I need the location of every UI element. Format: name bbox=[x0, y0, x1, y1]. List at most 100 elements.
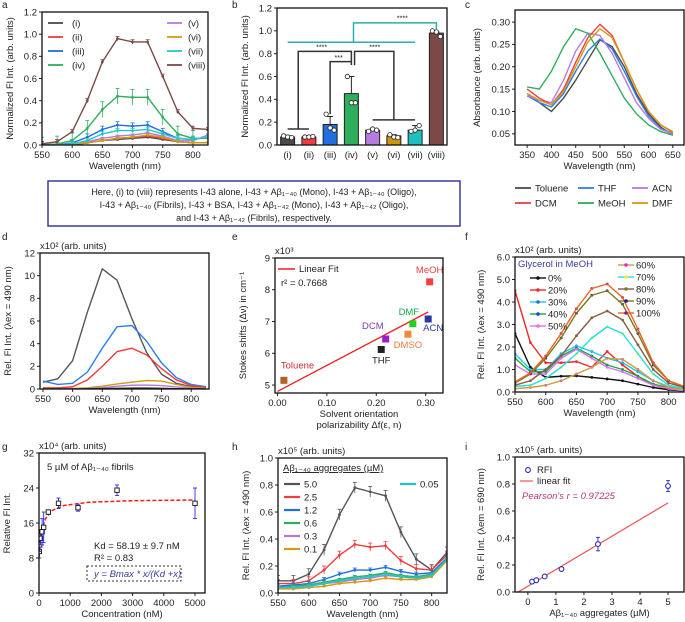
y-tick-label: 1.2 bbox=[24, 7, 37, 18]
axis-multiplier: x10² (arb. units) bbox=[40, 241, 107, 252]
series-line bbox=[278, 558, 447, 589]
data-point bbox=[280, 376, 288, 384]
legend-label: (vi) bbox=[188, 33, 201, 44]
x-tick-label: 800 bbox=[424, 598, 440, 609]
legend-marker bbox=[624, 287, 628, 291]
y-tick-label: 1.0 bbox=[260, 453, 273, 464]
caption-box-border bbox=[47, 180, 461, 227]
x-axis-label: Concentration (nM) bbox=[81, 609, 162, 620]
legend-marker bbox=[525, 467, 531, 473]
series-line bbox=[515, 283, 684, 388]
y-tick-label: 1.0 bbox=[497, 452, 510, 463]
x-tick-label: 4 bbox=[637, 597, 642, 608]
legend-marker bbox=[536, 288, 540, 292]
plot-frame bbox=[514, 256, 685, 393]
y-tick-label: 0.0 bbox=[259, 140, 272, 151]
y-tick-label: 0.8 bbox=[260, 480, 273, 491]
category-label: (ii) bbox=[304, 150, 315, 161]
data-point bbox=[114, 487, 120, 493]
y-tick-label: 6 bbox=[30, 316, 35, 327]
x-axis-label: Aβ₁₋₄₀ aggregates (µM) bbox=[549, 608, 649, 619]
plot-frame bbox=[39, 252, 210, 390]
legend-label: 0.6 bbox=[304, 519, 317, 530]
fit-line bbox=[277, 311, 429, 392]
series-line bbox=[515, 357, 684, 391]
series-line bbox=[42, 95, 208, 145]
equation-box bbox=[86, 565, 182, 582]
legend-label: linear fit bbox=[537, 476, 571, 487]
y-tick-label: 0.2 bbox=[260, 561, 273, 572]
series-80% bbox=[515, 309, 684, 389]
legend-label: 50% bbox=[548, 322, 568, 333]
y-tick-label: 1.2 bbox=[259, 3, 272, 14]
y-tick-label: 0.30 bbox=[492, 17, 511, 28]
y-tick-label: 0.0 bbox=[497, 387, 510, 398]
replicate-point bbox=[412, 127, 418, 133]
legend-label: 0.1 bbox=[304, 545, 317, 556]
x-tick-label: 5000 bbox=[184, 598, 205, 609]
plot-area bbox=[277, 278, 434, 392]
data-point bbox=[409, 320, 417, 328]
x-tick-label: 550 bbox=[270, 598, 286, 609]
plot-frame bbox=[41, 11, 209, 146]
panel-letter: i bbox=[465, 442, 467, 453]
y-axis-label: Rel. Fl Int. (λex = 490 nm) bbox=[476, 270, 487, 380]
r-squared: r² = 0.7668 bbox=[281, 278, 327, 289]
x-tick-label: 0.20 bbox=[367, 398, 386, 409]
y-axis-label: Rel. Fl Int. (λex = 490 nm) bbox=[241, 471, 252, 581]
y-tick-label: 0 bbox=[29, 588, 34, 599]
legend-marker bbox=[624, 311, 628, 315]
series-line bbox=[515, 310, 684, 389]
axis-multiplier: x10⁵ (arb. units) bbox=[278, 446, 345, 457]
replicate-point bbox=[323, 111, 329, 117]
y-tick-label: 1.0 bbox=[497, 365, 510, 376]
y-axis-label: Rel. Fl Int. (λex = 490 nm) bbox=[3, 266, 14, 376]
data-point bbox=[39, 535, 44, 541]
panel-letter: f bbox=[465, 232, 468, 243]
x-tick-label: 1 bbox=[553, 597, 558, 608]
data-point bbox=[192, 500, 198, 506]
x-tick-label: 2000 bbox=[91, 598, 112, 609]
data-point bbox=[665, 483, 671, 489]
legend-label: (ii) bbox=[72, 33, 83, 44]
bracket-line bbox=[352, 22, 438, 43]
series-line bbox=[278, 487, 447, 582]
category-label: (viii) bbox=[428, 150, 445, 161]
panel-e: e 5 6 7 8 9 0.00 0.10 0.20 0.30 Solvent orientatio… bbox=[232, 232, 444, 431]
panel-letter: c bbox=[465, 0, 470, 11]
y-tick-label: 12 bbox=[24, 248, 35, 259]
category-label: (vii) bbox=[407, 150, 422, 161]
replicate-point bbox=[352, 100, 358, 106]
x-tick-label: 0.00 bbox=[268, 398, 287, 409]
series-line bbox=[278, 543, 447, 585]
y-tick-label: 3.0 bbox=[497, 320, 510, 331]
legend-marker bbox=[536, 300, 540, 304]
x-tick-label: 3 bbox=[609, 597, 614, 608]
data-point bbox=[595, 541, 601, 548]
legend-marker bbox=[624, 263, 628, 267]
legend-label: (vii) bbox=[188, 47, 203, 58]
data-point bbox=[382, 335, 390, 343]
legend-label: (iv) bbox=[72, 61, 85, 72]
x-tick-label: 450 bbox=[568, 150, 584, 161]
y-tick-label: 0.2 bbox=[259, 117, 272, 128]
x-tick-label: 750 bbox=[630, 397, 646, 408]
x-tick-label: 4000 bbox=[153, 598, 174, 609]
y-tick-label: 0 bbox=[30, 384, 35, 395]
y-tick-label: 5 bbox=[265, 380, 270, 391]
legend-label: 70% bbox=[636, 273, 656, 284]
data-point bbox=[55, 500, 62, 506]
y-axis-label: Rel. Fl Int. (λem = 690 nm) bbox=[476, 468, 487, 581]
fit-equation: y = Bmax * x/(Kd +x) bbox=[93, 569, 181, 580]
legend-label: 30% bbox=[548, 298, 568, 309]
significance-label: **** bbox=[316, 45, 327, 52]
y-tick-label: 32 bbox=[23, 448, 34, 459]
x-tick-label: 800 bbox=[661, 397, 677, 408]
legend-label: DCM bbox=[535, 199, 557, 210]
replicate-point bbox=[416, 122, 422, 129]
panel-letter: h bbox=[232, 442, 238, 453]
plot-frame bbox=[274, 257, 444, 394]
plot-frame bbox=[514, 9, 685, 146]
plot-area bbox=[515, 282, 684, 392]
